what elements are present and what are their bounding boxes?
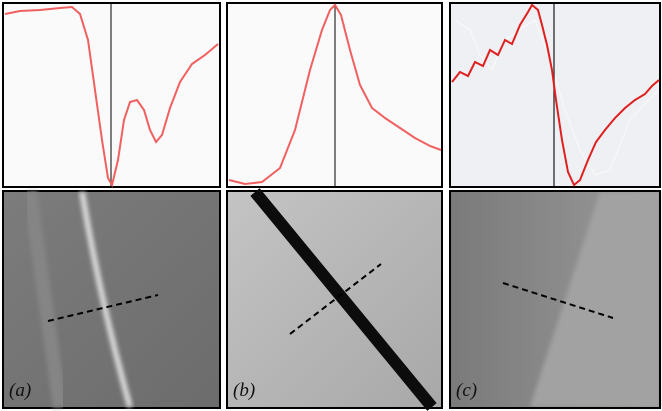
profile-curve: [228, 3, 442, 186]
panel-label: (a): [9, 380, 31, 401]
image-b: (b): [226, 188, 443, 411]
reference-curve: [454, 18, 659, 176]
panel-label: (b): [233, 380, 255, 401]
image-border: [449, 190, 661, 409]
plot-c: [449, 2, 661, 188]
panel-label: (c): [456, 380, 477, 401]
bright-region: [530, 192, 659, 407]
bright-line: [79, 191, 133, 408]
profile-curve: [4, 5, 219, 188]
plot-a: [2, 2, 221, 188]
faint-line: [23, 191, 67, 408]
dark-line: [250, 188, 437, 411]
profile-curve: [451, 3, 660, 187]
profile-line: [289, 263, 382, 335]
image-a: (a): [2, 190, 221, 409]
profile-line: [47, 294, 159, 322]
plot-b: [226, 2, 443, 188]
image-c: (c): [449, 190, 661, 409]
